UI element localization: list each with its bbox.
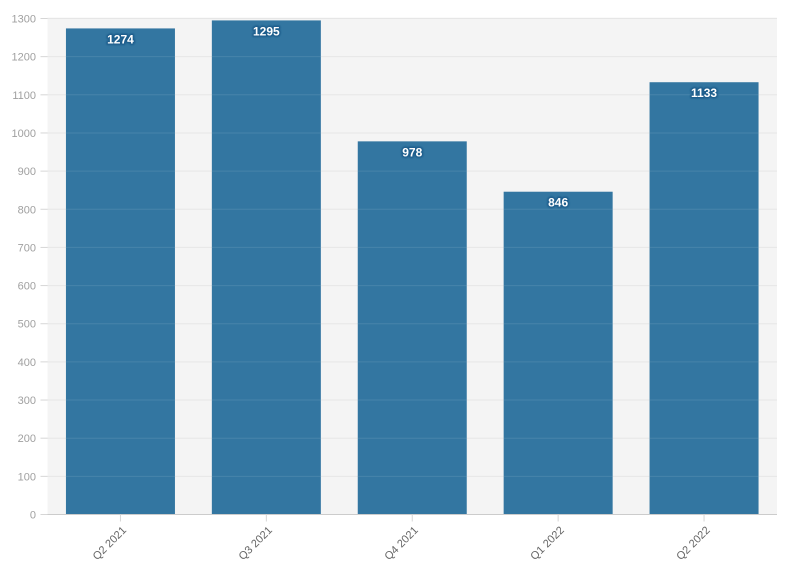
svg-text:1274: 1274: [107, 32, 134, 46]
svg-text:1000: 1000: [12, 128, 36, 140]
svg-text:1295: 1295: [253, 24, 280, 38]
svg-text:100: 100: [18, 471, 36, 483]
svg-text:Q2 2021: Q2 2021: [91, 524, 129, 562]
svg-text:978: 978: [402, 145, 422, 159]
svg-text:Q3 2021: Q3 2021: [237, 524, 275, 562]
svg-text:Q1 2022: Q1 2022: [528, 524, 566, 562]
svg-text:1274: 1274: [107, 32, 134, 46]
svg-text:978: 978: [402, 145, 422, 159]
svg-text:846: 846: [548, 196, 568, 210]
svg-text:1200: 1200: [12, 52, 36, 64]
svg-text:1295: 1295: [253, 24, 280, 38]
svg-text:1300: 1300: [12, 14, 36, 26]
svg-text:900: 900: [18, 166, 36, 178]
svg-text:0: 0: [30, 510, 36, 522]
svg-text:300: 300: [18, 395, 36, 407]
svg-text:846: 846: [548, 196, 568, 210]
svg-text:Q4 2021: Q4 2021: [383, 524, 421, 562]
svg-text:700: 700: [18, 242, 36, 254]
svg-text:800: 800: [18, 204, 36, 216]
svg-text:Q2 2022: Q2 2022: [674, 524, 712, 562]
svg-text:200: 200: [18, 433, 36, 445]
svg-text:400: 400: [18, 357, 36, 369]
svg-text:600: 600: [18, 281, 36, 293]
svg-text:1133: 1133: [691, 86, 717, 100]
svg-text:500: 500: [18, 319, 36, 331]
svg-text:1133: 1133: [691, 86, 717, 100]
svg-text:1100: 1100: [12, 90, 36, 102]
